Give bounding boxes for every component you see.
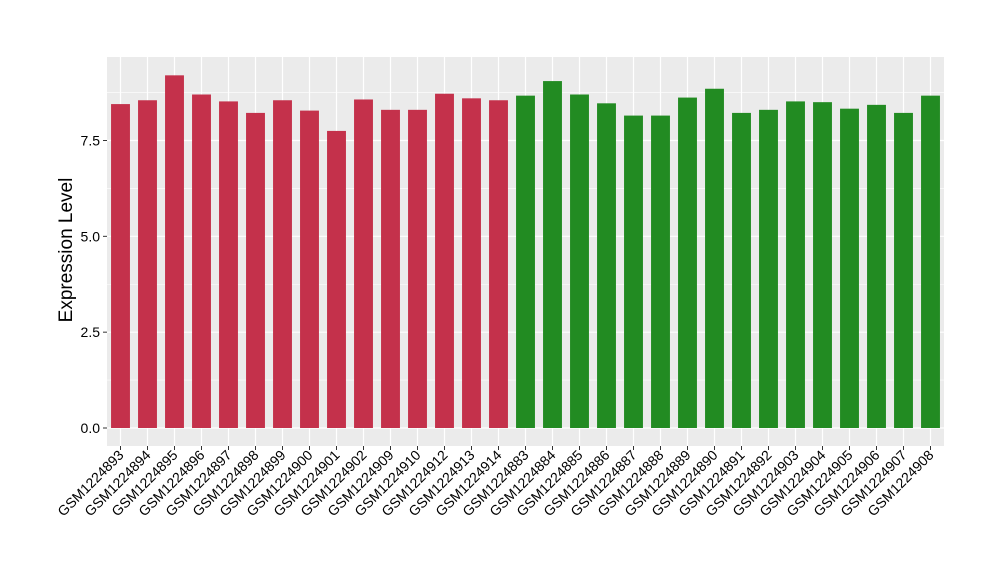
- bar-GSM1224914: [489, 100, 508, 428]
- y-axis-title: Expression Level: [56, 178, 77, 323]
- bar-GSM1224903: [786, 101, 805, 429]
- bar-GSM1224912: [435, 93, 454, 428]
- bar-GSM1224913: [462, 98, 481, 428]
- bar-GSM1224896: [192, 94, 211, 428]
- bar-GSM1224904: [813, 102, 832, 429]
- y-tick-label: 0.0: [81, 420, 101, 436]
- bar-GSM1224891: [732, 112, 751, 429]
- bar-GSM1224909: [381, 109, 400, 428]
- y-tick-label: 2.5: [81, 324, 101, 340]
- y-tick-label: 7.5: [81, 133, 101, 149]
- bar-GSM1224892: [759, 109, 778, 428]
- bar-GSM1224886: [597, 103, 616, 429]
- bar-GSM1224906: [867, 104, 886, 428]
- bar-GSM1224887: [624, 115, 643, 428]
- x-axis: GSM1224893GSM1224894GSM1224895GSM1224896…: [54, 446, 937, 519]
- bar-GSM1224905: [840, 108, 859, 428]
- bar-GSM1224900: [300, 110, 319, 428]
- bar-GSM1224895: [165, 75, 184, 428]
- y-tick-label: 5.0: [81, 228, 101, 244]
- bar-GSM1224897: [219, 101, 238, 429]
- bar-GSM1224898: [246, 112, 265, 429]
- bar-GSM1224899: [273, 100, 292, 428]
- bar-GSM1224901: [327, 130, 346, 428]
- bar-GSM1224884: [543, 81, 562, 428]
- bar-GSM1224885: [570, 94, 589, 428]
- bar-GSM1224902: [354, 99, 373, 428]
- bars: [111, 75, 940, 429]
- bar-GSM1224889: [678, 97, 697, 429]
- bar-GSM1224907: [894, 112, 913, 429]
- bar-GSM1224888: [651, 115, 670, 428]
- bar-GSM1224908: [921, 95, 940, 429]
- bar-GSM1224893: [111, 104, 130, 428]
- y-axis: 0.0 2.5 5.0 7.5: [81, 133, 107, 436]
- bar-GSM1224883: [516, 95, 535, 429]
- bar-GSM1224894: [138, 100, 157, 428]
- bar-GSM1224890: [705, 88, 724, 428]
- bar-GSM1224910: [408, 109, 427, 428]
